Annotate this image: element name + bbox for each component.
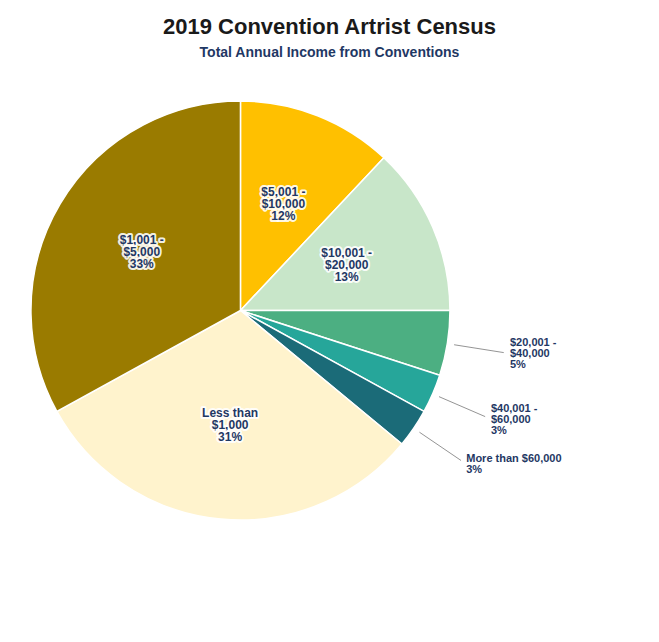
svg-text:$1,001 -$5,00033%: $1,001 -$5,00033% [120,233,164,271]
svg-text:$20,001 -$40,0005%: $20,001 -$40,0005% [510,336,557,370]
svg-text:Less than$1,00031%: Less than$1,00031% [202,406,258,444]
svg-text:$5,001 -$10,00012%: $5,001 -$10,00012% [261,185,305,223]
html-text:Total Annual Income from Conve: Total Annual Income from Conventions [199,44,460,60]
svg-text:$40,001 -$60,0003%: $40,001 -$60,0003% [491,402,538,436]
svg-text:$10,001 -$20,00013%: $10,001 -$20,00013% [321,246,372,284]
html-text:2019 Convention Artrist Census: 2019 Convention Artrist Census [163,14,496,39]
svg-text:More than $60,0003%: More than $60,0003% [466,452,561,475]
